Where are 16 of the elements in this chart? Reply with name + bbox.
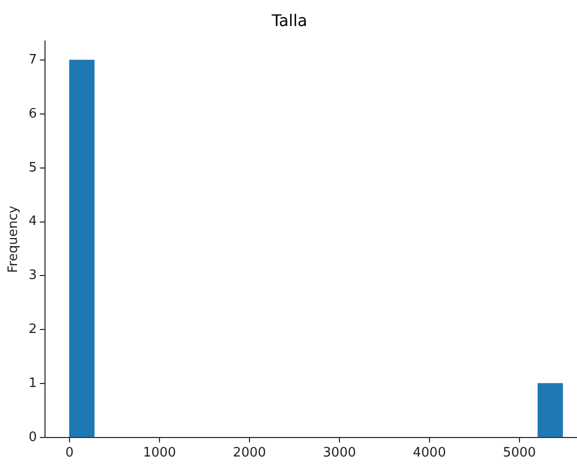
y-tick-label: 6 — [28, 106, 37, 122]
y-tick-label: 7 — [28, 52, 37, 68]
y-tick-label: 2 — [28, 322, 37, 337]
x-tick-label: 3000 — [322, 446, 356, 461]
x-tick-label: 5000 — [502, 446, 536, 461]
chart-title: Talla — [270, 10, 308, 30]
y-tick-label: 4 — [28, 214, 37, 230]
y-tick-label: 0 — [28, 430, 37, 445]
y-tick-label: 1 — [28, 376, 37, 391]
y-tick-label: 3 — [28, 268, 37, 284]
y-axis-title: Frequency — [6, 205, 22, 273]
y-tick-label: 5 — [28, 160, 37, 176]
x-tick-label: 0 — [65, 446, 74, 461]
x-tick-label: 2000 — [232, 446, 266, 461]
x-tick-label: 4000 — [412, 446, 446, 461]
x-tick-label: 1000 — [142, 446, 176, 461]
